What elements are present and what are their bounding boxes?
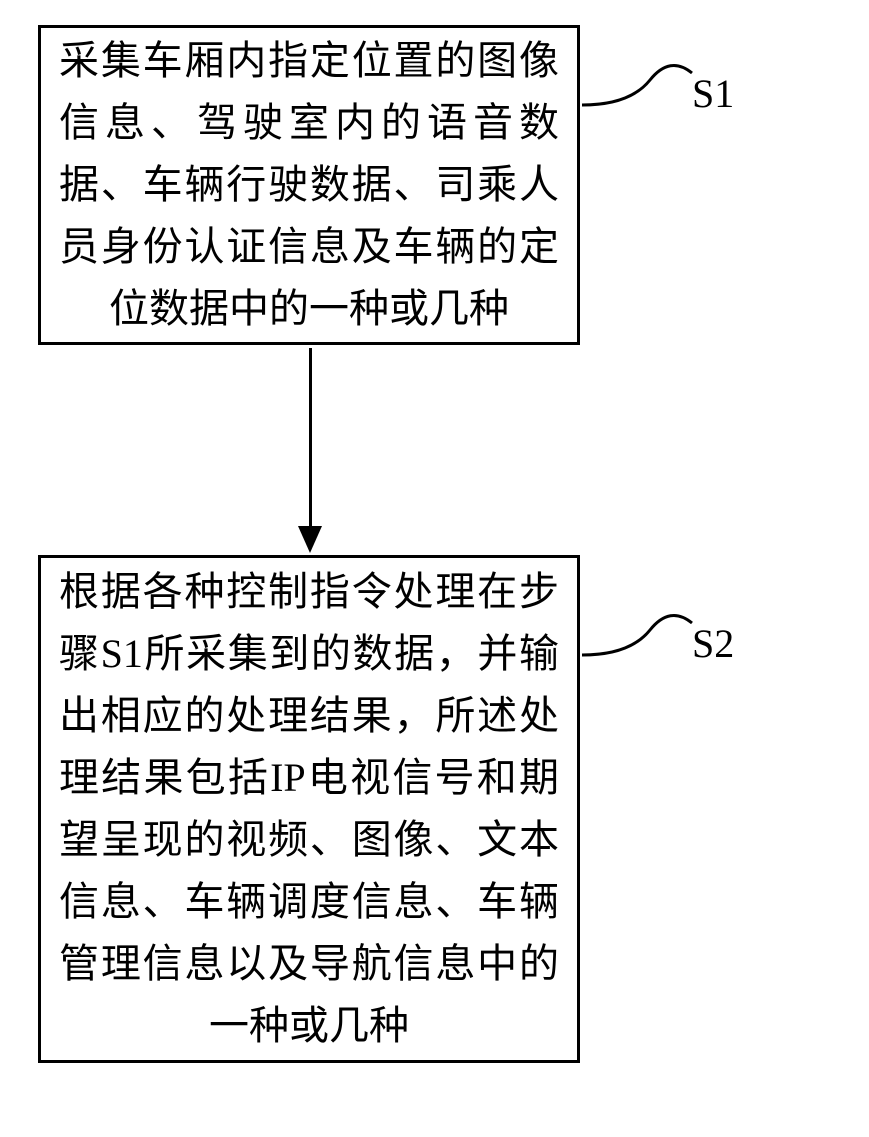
flow-arrow-s1-to-s2 bbox=[300, 348, 320, 555]
arrow-line bbox=[309, 348, 312, 533]
arrow-head-icon bbox=[298, 526, 322, 553]
step-s2-text: 根据各种控制指令处理在步骤S1所采集到的数据，并输出相应的处理结果，所述处理结果… bbox=[59, 561, 559, 1057]
flowchart-step-s1: 采集车厢内指定位置的图像信息、驾驶室内的语音数据、车辆行驶数据、司乘人员身份认证… bbox=[38, 25, 580, 345]
step-label-s2: S2 bbox=[692, 620, 734, 667]
flowchart-step-s2: 根据各种控制指令处理在步骤S1所采集到的数据，并输出相应的处理结果，所述处理结果… bbox=[38, 555, 580, 1063]
step-label-s1: S1 bbox=[692, 70, 734, 117]
label-connector-s1 bbox=[580, 45, 695, 115]
step-s1-text: 采集车厢内指定位置的图像信息、驾驶室内的语音数据、车辆行驶数据、司乘人员身份认证… bbox=[59, 30, 559, 340]
flowchart-container: 采集车厢内指定位置的图像信息、驾驶室内的语音数据、车辆行驶数据、司乘人员身份认证… bbox=[0, 0, 869, 1137]
label-connector-s2 bbox=[580, 595, 695, 665]
